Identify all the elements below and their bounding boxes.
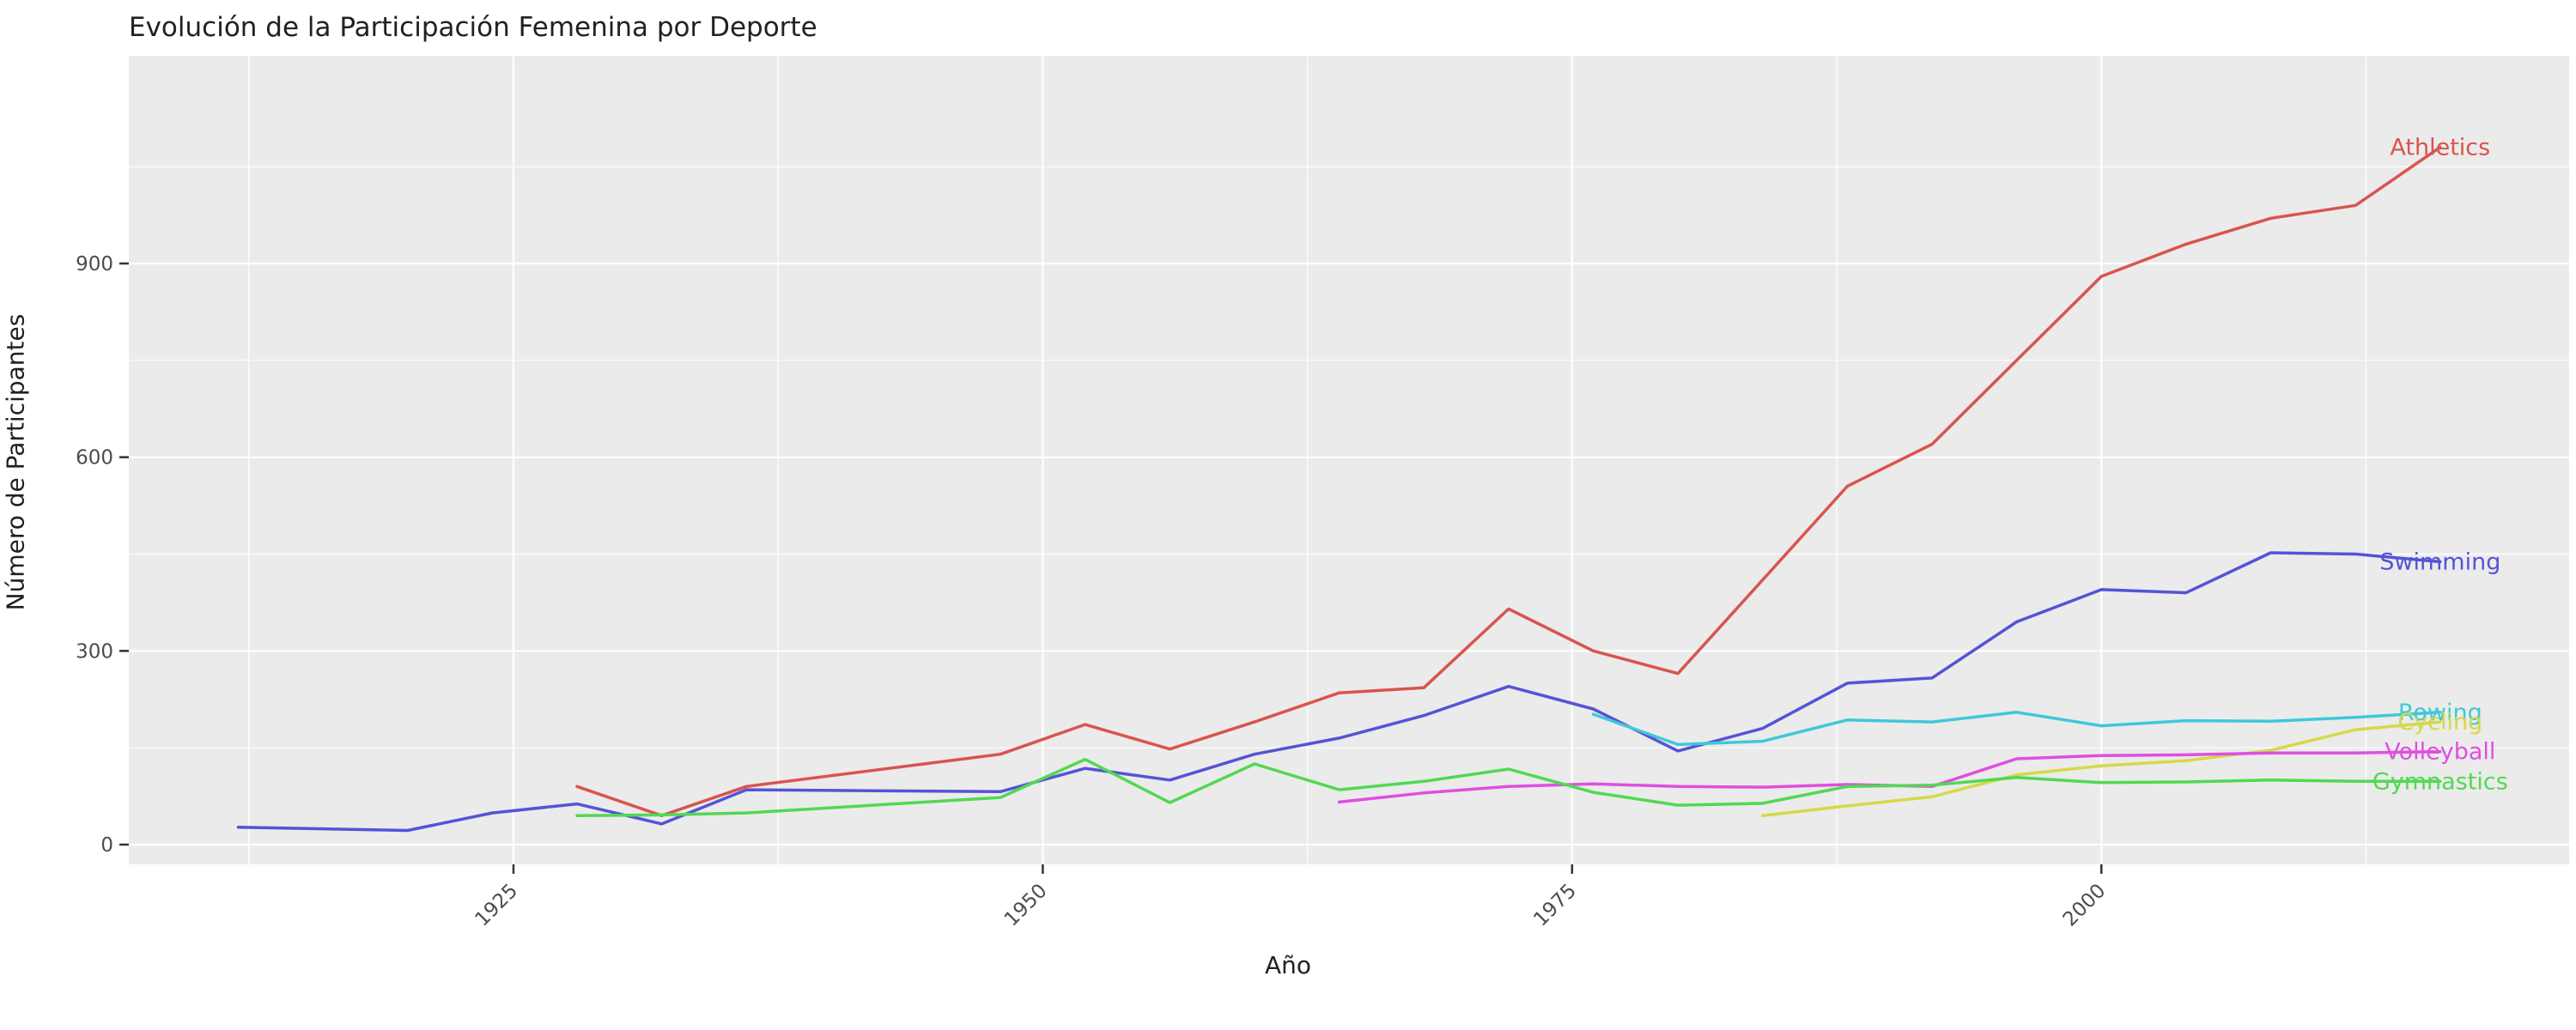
x-tick-label: 1925 <box>471 880 522 931</box>
series-line-rowing <box>1591 711 2442 747</box>
y-tick-label: 0 <box>100 834 113 857</box>
x-tick-label: 1950 <box>1000 880 1052 931</box>
series-label-athletics: Athletics <box>2390 135 2490 161</box>
y-tick-label: 600 <box>76 447 113 470</box>
series-label-rowing: Rowing <box>2398 700 2482 726</box>
series-label-cycling: Cycling <box>2397 709 2482 736</box>
y-axis-title: Número de Participantes <box>1 313 30 611</box>
plot-panel <box>129 56 2569 864</box>
series-line-athletics <box>575 145 2442 817</box>
x-axis-title: Año <box>1264 951 1312 979</box>
series-line-cycling <box>1761 720 2442 817</box>
x-tick-label: 1975 <box>1529 880 1581 931</box>
y-tick-label: 900 <box>76 253 113 276</box>
x-tick-label: 2000 <box>2059 880 2111 931</box>
y-tick-label: 300 <box>76 640 113 663</box>
series-line-gymnastics <box>575 757 2442 817</box>
series-label-gymnastics: Gymnastics <box>2372 768 2508 795</box>
series-line-swimming <box>236 551 2442 833</box>
series-label-volleyball: Volleyball <box>2385 739 2495 766</box>
series-label-swimming: Swimming <box>2379 549 2500 576</box>
chart-title: Evolución de la Participación Femenina p… <box>129 12 817 43</box>
